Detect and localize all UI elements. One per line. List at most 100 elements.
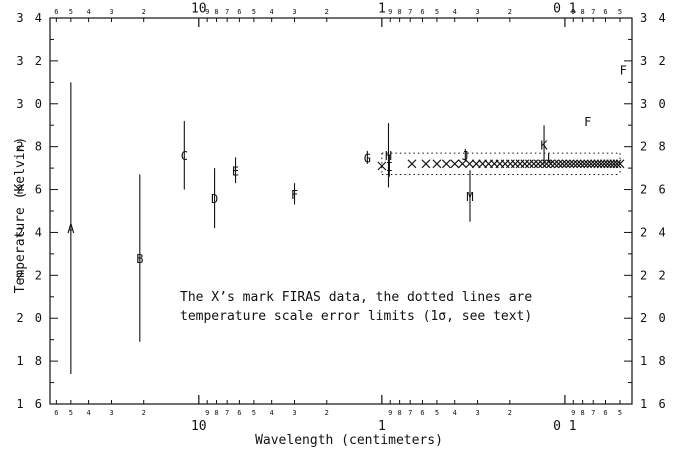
firas-mark-stroke [599,159,609,169]
firas-mark-stroke [538,159,547,169]
point-label: K [540,139,548,153]
x-minor-tick-label: 6 [237,409,241,417]
x-minor-tick-label: 4 [270,8,274,16]
firas-mark-stroke [542,159,551,169]
data-point: K [540,125,548,164]
error-limit-lines [381,152,621,176]
data-point: E [232,157,239,184]
firas-point [576,159,586,169]
x-minor-tick-label: 6 [420,409,424,417]
x-minor-tick-label: 8 [581,8,585,16]
firas-series [377,159,625,171]
data-point: M [466,170,474,222]
x-minor-tick-label: 6 [54,409,58,417]
point-label: H [385,149,392,163]
x-minor-tick-label: 8 [581,409,585,417]
firas-mark-stroke [524,159,534,169]
plot-border [49,17,633,405]
firas-mark-stroke [590,159,599,169]
x-major-tick-label: 0 1 [553,419,576,434]
firas-point [565,159,575,169]
firas-mark-stroke [615,159,625,169]
point-label: L [547,151,554,165]
x-minor-tick-label: 6 [603,8,607,16]
x-minor-tick-label: 8 [214,8,218,16]
firas-mark-stroke [606,159,616,169]
firas-point [546,159,556,169]
firas-point [510,159,520,169]
point-label: G [364,151,371,165]
x-minor-tick-label: 4 [86,8,90,16]
x-minor-tick-label: 2 [325,409,329,417]
x-minor-tick-label: 9 [205,8,209,16]
point-label: B [136,252,143,266]
annotation-line-1: The X’s mark FIRAS data, the dotted line… [180,290,532,305]
x-minor-tick-label: 8 [397,409,401,417]
x-minor-tick-label: 7 [591,409,595,417]
y-tick-label-right: 2 4 [640,225,668,239]
firas-point [579,159,589,169]
firas-mark-stroke [596,159,606,169]
y-tick-label: 2 4 [16,225,44,239]
firas-mark-stroke [377,161,387,171]
firas-mark-stroke [441,159,451,169]
firas-mark-stroke [609,159,619,169]
firas-point [554,159,563,169]
x-minor-tick-label: 3 [109,409,113,417]
x-minor-tick-label: 9 [388,8,392,16]
point-label: F [291,188,298,202]
x-minor-tick-label: 7 [591,8,595,16]
x-major-tick-label: 0 1 [553,1,576,16]
firas-point [603,159,612,169]
y-tick-label: 2 6 [16,183,44,197]
x-minor-tick-label: 9 [205,409,209,417]
firas-mark-stroke [579,159,589,169]
x-minor-tick-label: 5 [252,8,256,16]
data-point: G [364,150,371,165]
data-point: B [136,174,143,342]
y-tick-label-right: 2 8 [640,140,668,154]
firas-point [612,159,622,169]
firas-mark-stroke [421,159,431,169]
x-major-tick-label: 10 [191,419,207,434]
firas-point [593,159,603,169]
x-major-tick-label: 1 [378,419,386,434]
point-label: A [67,222,75,236]
point-label: D [211,192,218,206]
firas-point [533,159,543,169]
firas-mark-stroke [546,159,556,169]
data-point: L [547,151,554,165]
point-label: F [584,115,591,129]
x-minor-tick-label: 6 [237,8,241,16]
firas-mark-stroke [407,159,417,169]
firas-point [520,159,530,169]
y-tick-label-right: 2 0 [640,311,668,325]
firas-point [529,159,539,169]
firas-mark-stroke [565,159,575,169]
firas-mark-stroke [432,159,442,169]
firas-point [465,159,474,169]
firas-point [615,159,625,169]
firas-point [596,159,606,169]
y-tick-label-right: 3 2 [640,54,668,68]
y-tick-label: 2 8 [16,140,44,154]
x-minor-tick-label: 9 [571,8,575,16]
x-minor-tick-label: 5 [69,409,73,417]
firas-point [586,159,596,169]
firas-mark-stroke [593,159,603,169]
firas-mark-stroke [583,159,593,169]
annotation-line-2: temperature scale error limits (1σ, see … [180,309,532,324]
firas-point [421,159,431,169]
y-tick-label-right: 2 2 [640,268,668,282]
firas-point [561,159,571,169]
x-minor-tick-label: 8 [397,8,401,16]
firas-mark-stroke [554,159,563,169]
firas-mark-stroke [561,159,571,169]
firas-mark-stroke [603,159,612,169]
firas-point [572,159,582,169]
x-minor-tick-label: 3 [475,8,479,16]
data-point: F [291,183,298,205]
firas-point [407,159,417,169]
tick-marks [50,17,632,405]
